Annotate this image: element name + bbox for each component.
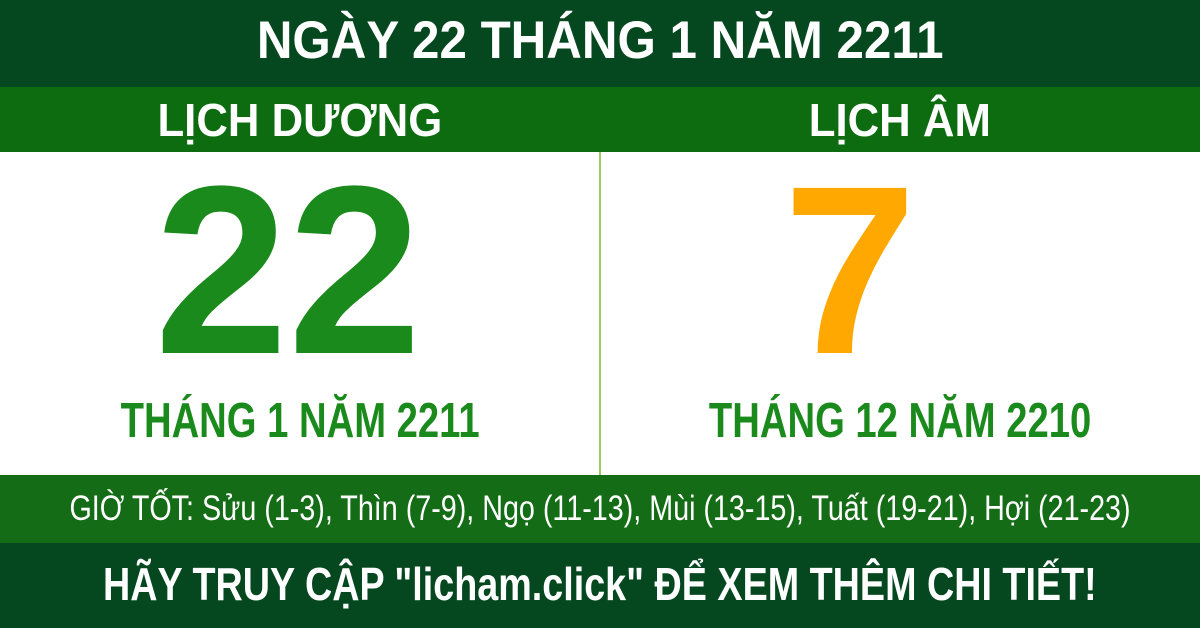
solar-day-number: 22 [154,136,422,404]
lunar-day-number: 7 [783,136,917,404]
calendar-body: 22 THÁNG 1 NĂM 2211 7 THÁNG 12 NĂM 2210 [0,136,1200,475]
page-title: NGÀY 22 THÁNG 1 NĂM 2211 [256,11,944,70]
footer-bar: HÃY TRUY CẬP "licham.click" ĐỂ XEM THÊM … [0,543,1200,628]
good-hours-bar: GIỜ TỐT: Sửu (1-3), Thìn (7-9), Ngọ (11-… [0,475,1200,543]
lunar-column: 7 THÁNG 12 NĂM 2210 [600,136,1200,475]
calendar-type-bar: LỊCH DƯƠNG LỊCH ÂM [0,87,1200,152]
solar-heading-cell: LỊCH DƯƠNG [0,87,600,152]
solar-month-year-label: THÁNG 1 NĂM 2211 [120,394,480,448]
good-hours-text: GIỜ TỐT: Sửu (1-3), Thìn (7-9), Ngọ (11-… [69,489,1131,528]
lunar-heading-cell: LỊCH ÂM [600,87,1200,152]
column-divider [599,152,601,475]
solar-column: 22 THÁNG 1 NĂM 2211 [0,136,600,475]
header-bar: NGÀY 22 THÁNG 1 NĂM 2211 [0,0,1200,87]
lunar-month-year-label: THÁNG 12 NĂM 2210 [708,394,1092,448]
lunar-calendar-heading: LỊCH ÂM [808,93,992,146]
solar-calendar-heading: LỊCH DƯƠNG [157,93,443,146]
footer-cta-text: HÃY TRUY CẬP "licham.click" ĐỂ XEM THÊM … [103,557,1097,610]
